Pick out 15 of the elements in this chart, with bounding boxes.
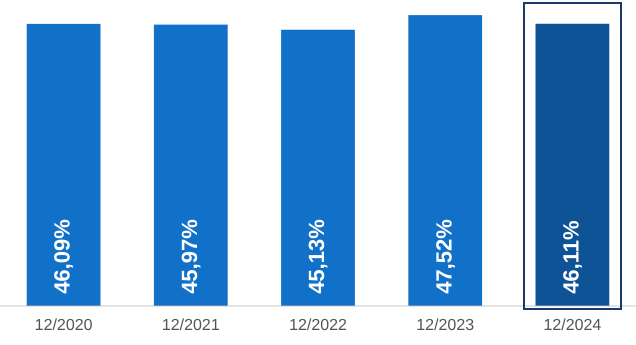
- bar: [154, 24, 228, 306]
- data-label: 45,13%: [304, 219, 330, 294]
- bar: [536, 24, 610, 306]
- x-tick-label: 12/2024: [543, 316, 602, 334]
- bar: [408, 15, 482, 306]
- bar: [26, 24, 100, 306]
- x-tick-label: 12/2023: [416, 316, 474, 334]
- data-label: 46,11%: [558, 220, 584, 294]
- x-tick-label: 12/2020: [34, 316, 93, 334]
- data-label: 45,97%: [176, 219, 202, 294]
- x-tick-label: 12/2021: [162, 316, 220, 334]
- data-label: 46,09%: [50, 219, 75, 294]
- x-tick-label: 12/2022: [289, 316, 348, 334]
- data-label: 47,52%: [431, 219, 456, 294]
- bar: [281, 30, 355, 306]
